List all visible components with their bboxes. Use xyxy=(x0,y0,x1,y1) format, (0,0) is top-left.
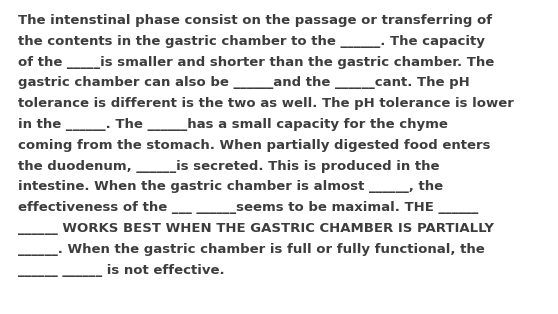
Text: ______. When the gastric chamber is full or fully functional, the: ______. When the gastric chamber is full… xyxy=(18,243,485,256)
Text: gastric chamber can also be ______and the ______cant. The pH: gastric chamber can also be ______and th… xyxy=(18,76,470,89)
Text: coming from the stomach. When partially digested food enters: coming from the stomach. When partially … xyxy=(18,139,490,152)
Text: of the _____is smaller and shorter than the gastric chamber. The: of the _____is smaller and shorter than … xyxy=(18,56,494,68)
Text: the duodenum, ______is secreted. This is produced in the: the duodenum, ______is secreted. This is… xyxy=(18,160,440,173)
Text: the contents in the gastric chamber to the ______. The capacity: the contents in the gastric chamber to t… xyxy=(18,35,485,48)
Text: intestine. When the gastric chamber is almost ______, the: intestine. When the gastric chamber is a… xyxy=(18,181,443,193)
Text: ______ WORKS BEST WHEN THE GASTRIC CHAMBER IS PARTIALLY: ______ WORKS BEST WHEN THE GASTRIC CHAMB… xyxy=(18,222,494,235)
Text: ______ ______ is not effective.: ______ ______ is not effective. xyxy=(18,263,225,277)
Text: The intenstinal phase consist on the passage or transferring of: The intenstinal phase consist on the pas… xyxy=(18,14,492,27)
Text: tolerance is different is the two as well. The pH tolerance is lower: tolerance is different is the two as wel… xyxy=(18,97,514,110)
Text: in the ______. The ______has a small capacity for the chyme: in the ______. The ______has a small cap… xyxy=(18,118,448,131)
Text: effectiveness of the ___ ______seems to be maximal. THE ______: effectiveness of the ___ ______seems to … xyxy=(18,201,478,214)
